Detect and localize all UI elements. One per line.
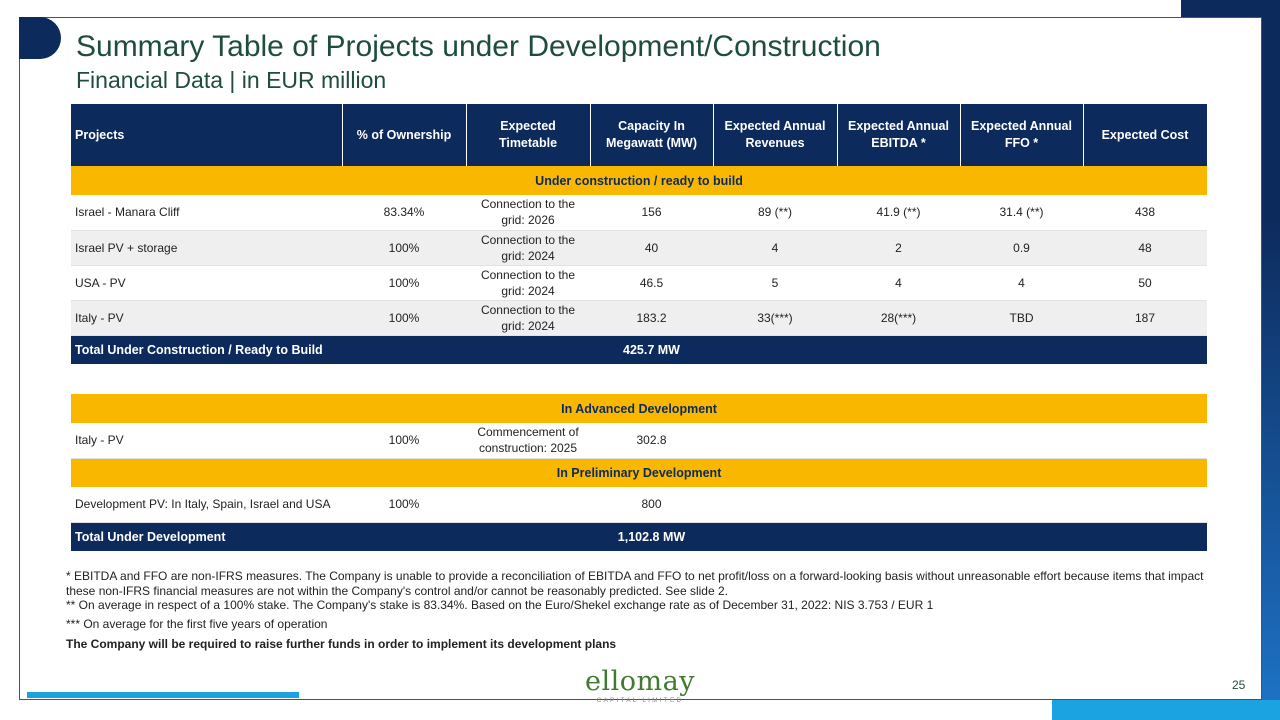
cell-cost: 187 xyxy=(1083,300,1207,336)
cell-capacity: 800 xyxy=(590,487,713,523)
cell-capacity: 40 xyxy=(590,230,713,266)
cell-cost: 50 xyxy=(1083,265,1207,301)
cell-empty xyxy=(713,423,1208,459)
header-projects: Projects xyxy=(71,104,343,166)
logo-tagline: CAPITAL LIMITED xyxy=(596,697,684,704)
footnote-2: ** On average in respect of a 100% stake… xyxy=(66,598,934,612)
cell-ffo: TBD xyxy=(960,300,1083,336)
header-ebitda: Expected Annual EBITDA * xyxy=(837,104,961,166)
projects-table: Projects % of Ownership Expected Timetab… xyxy=(71,104,1208,364)
slide-frame xyxy=(19,17,1262,700)
cell-capacity: 302.8 xyxy=(590,423,713,459)
cell-ownership: 100% xyxy=(342,423,466,459)
footnote-3: *** On average for the first five years … xyxy=(66,616,328,631)
cell-cost: 438 xyxy=(1083,195,1207,231)
table-row: Italy - PV 100% Connection to the grid: … xyxy=(71,300,1207,336)
table-row: Development PV: In Italy, Spain, Israel … xyxy=(71,487,1208,523)
cell-project: Development PV: In Italy, Spain, Israel … xyxy=(71,487,342,523)
cell-ownership: 100% xyxy=(342,487,466,523)
cell-project: Israel PV + storage xyxy=(71,230,342,266)
decor-bottom-left-band xyxy=(27,692,299,698)
decor-bottom-right-band xyxy=(1052,700,1280,720)
cell-ffo: 0.9 xyxy=(960,230,1083,266)
total-construction-filler xyxy=(713,335,1207,364)
total-construction-value: 425.7 MW xyxy=(590,335,713,364)
cell-ebitda: 41.9 (**) xyxy=(837,195,960,231)
cell-project: USA - PV xyxy=(71,265,342,301)
cell-project: Israel - Manara Cliff xyxy=(71,195,342,231)
cell-ffo: 31.4 (**) xyxy=(960,195,1083,231)
cell-capacity: 46.5 xyxy=(590,265,713,301)
section-advanced-development: In Advanced Development xyxy=(71,394,1208,423)
section-under-construction: Under construction / ready to build xyxy=(71,166,1207,195)
section-label: In Advanced Development xyxy=(71,394,1208,423)
total-under-development-row: Total Under Development 1,102.8 MW xyxy=(71,522,1208,551)
footnotes: * EBITDA and FFO are non-IFRS measures. … xyxy=(66,569,1206,652)
header-capacity: Capacity In Megawatt (MW) xyxy=(590,104,714,166)
cell-timetable: Connection to the grid: 2024 xyxy=(466,265,590,301)
cell-timetable: Connection to the grid: 2024 xyxy=(466,230,590,266)
cell-project: Italy - PV xyxy=(71,423,342,459)
cell-revenues: 89 (**) xyxy=(713,195,837,231)
cell-cost: 48 xyxy=(1083,230,1207,266)
section-label: In Preliminary Development xyxy=(71,458,1208,487)
table-row: USA - PV 100% Connection to the grid: 20… xyxy=(71,265,1207,301)
decor-right-bar xyxy=(1262,0,1280,720)
cell-revenues: 4 xyxy=(713,230,837,266)
cell-ebitda: 28(***) xyxy=(837,300,960,336)
total-under-construction-row: Total Under Construction / Ready to Buil… xyxy=(71,335,1207,364)
table-header-row: Projects % of Ownership Expected Timetab… xyxy=(71,104,1208,166)
slide-subtitle: Financial Data | in EUR million xyxy=(76,67,387,93)
header-cost: Expected Cost xyxy=(1083,104,1208,166)
header-ffo: Expected Annual FFO * xyxy=(960,104,1084,166)
slide-title: Summary Table of Projects under Developm… xyxy=(76,30,881,63)
total-development-filler xyxy=(713,522,1208,551)
cell-empty xyxy=(713,487,1208,523)
cell-ownership: 100% xyxy=(342,300,466,336)
total-development-label: Total Under Development xyxy=(71,522,590,551)
cell-timetable: Connection to the grid: 2026 xyxy=(466,195,590,231)
cell-revenues: 5 xyxy=(713,265,837,301)
page-number: 25 xyxy=(1232,678,1246,692)
logo-wordmark: ellomay xyxy=(585,666,695,697)
cell-ffo: 4 xyxy=(960,265,1083,301)
decor-top-right-bar xyxy=(1181,0,1280,17)
header-ownership: % of Ownership xyxy=(342,104,467,166)
table-row: Italy - PV 100% Commencement of construc… xyxy=(71,423,1208,459)
total-development-value: 1,102.8 MW xyxy=(590,522,713,551)
header-timetable: Expected Timetable xyxy=(466,104,591,166)
table-row: Israel - Manara Cliff 83.34% Connection … xyxy=(71,195,1207,231)
cell-revenues: 33(***) xyxy=(713,300,837,336)
section-label: Under construction / ready to build xyxy=(71,166,1207,195)
cell-timetable: Connection to the grid: 2024 xyxy=(466,300,590,336)
decor-corner-tab xyxy=(19,17,61,59)
ellomay-logo: ellomay CAPITAL LIMITED xyxy=(582,668,698,708)
cell-capacity: 156 xyxy=(590,195,713,231)
cell-ownership: 100% xyxy=(342,265,466,301)
cell-timetable xyxy=(466,487,590,523)
header-revenues: Expected Annual Revenues xyxy=(713,104,838,166)
footnote-1: * EBITDA and FFO are non-IFRS measures. … xyxy=(66,569,1204,598)
table-row: Israel PV + storage 100% Connection to t… xyxy=(71,230,1207,266)
cell-ownership: 100% xyxy=(342,230,466,266)
cell-ebitda: 2 xyxy=(837,230,960,266)
cell-capacity: 183.2 xyxy=(590,300,713,336)
cell-ebitda: 4 xyxy=(837,265,960,301)
development-table: In Advanced Development Italy - PV 100% … xyxy=(71,394,1208,551)
closing-statement: The Company will be required to raise fu… xyxy=(66,637,617,651)
section-preliminary-development: In Preliminary Development xyxy=(71,458,1208,487)
cell-project: Italy - PV xyxy=(71,300,342,336)
cell-ownership: 83.34% xyxy=(342,195,466,231)
total-construction-label: Total Under Construction / Ready to Buil… xyxy=(71,335,590,364)
cell-timetable: Commencement of construction: 2025 xyxy=(466,423,590,459)
